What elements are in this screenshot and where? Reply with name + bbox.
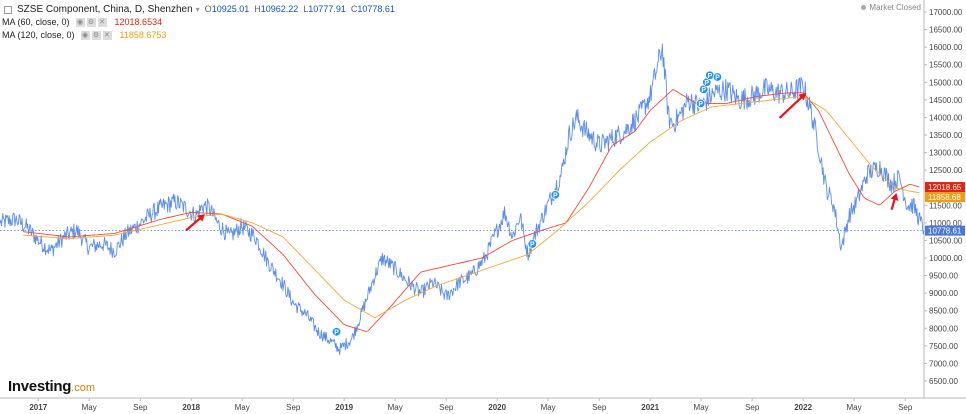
close-icon[interactable]: ✕ bbox=[97, 18, 107, 27]
logo-suffix: .com bbox=[71, 382, 95, 394]
x-tick-label: Sep bbox=[286, 403, 301, 412]
y-tick-label: 16500.00 bbox=[929, 26, 963, 35]
caret-down-icon[interactable]: ▾ bbox=[195, 5, 200, 14]
chart-legend: SZSE Component, China, D, Shenzhen ▾ O10… bbox=[2, 3, 400, 42]
y-tick-label: 14000.00 bbox=[929, 113, 963, 122]
x-tick-label: Sep bbox=[439, 403, 454, 412]
p-marker-label: P bbox=[704, 80, 709, 87]
status-dot-icon bbox=[861, 5, 867, 11]
eye-icon[interactable]: ◉ bbox=[80, 31, 90, 40]
p-marker[interactable] bbox=[695, 98, 706, 109]
y-tick-label: 11000.00 bbox=[929, 219, 962, 228]
y-tick-label: 15000.00 bbox=[929, 78, 963, 87]
y-tick-label: 13500.00 bbox=[929, 131, 963, 140]
x-tick-label: Sep bbox=[592, 403, 607, 412]
red-arrow-shaft bbox=[779, 96, 803, 119]
p-marker-label: P bbox=[553, 192, 558, 199]
y-tick-label: 15500.00 bbox=[929, 61, 963, 70]
x-tick-label: May bbox=[847, 403, 862, 412]
p-marker[interactable] bbox=[712, 72, 723, 82]
p-marker-label: P bbox=[334, 329, 339, 336]
price-label-text: 10778.61 bbox=[928, 227, 962, 236]
price-line[interactable] bbox=[0, 43, 925, 356]
red-arrow-head bbox=[197, 214, 205, 222]
ma120-label: MA (120, close, 0) bbox=[2, 30, 75, 40]
x-tick-label: Sep bbox=[898, 403, 913, 412]
p-marker-label: P bbox=[530, 242, 535, 249]
p-marker[interactable] bbox=[550, 190, 561, 200]
market-status: Market Closed bbox=[861, 3, 921, 12]
legend-ma60: MA (60, close, 0) ◉ ⚙ ✕ 12018.6534 bbox=[2, 16, 400, 29]
ma60-label: MA (60, close, 0) bbox=[2, 17, 70, 27]
settings-icon[interactable]: ⚙ bbox=[86, 18, 96, 27]
price-label-bg bbox=[925, 182, 965, 193]
ma120-value: 11858.6753 bbox=[119, 30, 167, 40]
high-value: H10962.22 bbox=[254, 4, 299, 14]
y-tick-label: 6500.00 bbox=[929, 377, 958, 386]
symbol-title: SZSE Component, China, D, Shenzhen bbox=[17, 4, 193, 15]
p-marker[interactable] bbox=[331, 327, 342, 337]
x-tick-label: 2018 bbox=[182, 403, 200, 412]
y-tick-label: 8000.00 bbox=[929, 324, 958, 333]
x-tick-label: May bbox=[694, 403, 709, 412]
y-tick-label: 7500.00 bbox=[929, 342, 958, 351]
p-marker-label: P bbox=[701, 87, 706, 94]
x-tick-label: 2019 bbox=[335, 403, 353, 412]
p-marker[interactable] bbox=[527, 239, 538, 249]
x-tick-label: May bbox=[541, 403, 556, 412]
y-tick-label: 10500.00 bbox=[929, 236, 963, 245]
y-tick-label: 8500.00 bbox=[929, 307, 958, 316]
open-value: O10925.01 bbox=[204, 4, 250, 14]
x-tick-label: 2021 bbox=[641, 403, 659, 412]
p-marker-label: P bbox=[715, 75, 720, 82]
eye-icon[interactable]: ◉ bbox=[75, 18, 85, 27]
x-tick-label: Sep bbox=[133, 403, 148, 412]
x-tick-label: 2022 bbox=[794, 403, 812, 412]
x-tick-label: Sep bbox=[745, 403, 760, 412]
market-status-text: Market Closed bbox=[869, 3, 921, 12]
p-marker-label: P bbox=[707, 73, 712, 80]
red-arrow-head bbox=[890, 192, 899, 201]
y-tick-label: 16000.00 bbox=[929, 43, 963, 52]
x-tick-label: May bbox=[235, 403, 250, 412]
ma120-buttons: ◉ ⚙ ✕ bbox=[80, 31, 114, 40]
legend-main: SZSE Component, China, D, Shenzhen ▾ O10… bbox=[2, 3, 400, 16]
investing-logo: Investing.com bbox=[8, 378, 95, 395]
logo-name: Investing bbox=[8, 378, 72, 395]
x-tick-label: May bbox=[388, 403, 403, 412]
y-tick-label: 12500.00 bbox=[929, 166, 963, 175]
y-tick-label: 9000.00 bbox=[929, 289, 958, 298]
x-tick-label: 2020 bbox=[488, 403, 506, 412]
collapse-icon[interactable] bbox=[4, 5, 12, 14]
legend-ma120: MA (120, close, 0) ◉ ⚙ ✕ 11858.6753 bbox=[2, 29, 400, 42]
x-tick-label: May bbox=[82, 403, 97, 412]
price-label-text: 11858.68 bbox=[928, 193, 961, 202]
y-tick-label: 9500.00 bbox=[929, 272, 958, 281]
red-arrow-head bbox=[798, 92, 807, 101]
low-value: L10777.91 bbox=[303, 4, 346, 14]
ma60-buttons: ◉ ⚙ ✕ bbox=[75, 18, 109, 27]
ma60-line[interactable] bbox=[22, 88, 920, 332]
x-tick-label: 2017 bbox=[29, 403, 47, 412]
y-tick-label: 10000.00 bbox=[929, 254, 963, 263]
price-label-bg bbox=[925, 192, 965, 203]
settings-icon[interactable]: ⚙ bbox=[91, 31, 101, 40]
ma120-line[interactable] bbox=[22, 95, 920, 319]
ma60-value: 12018.6534 bbox=[114, 17, 163, 27]
red-arrow-shaft bbox=[185, 217, 201, 231]
y-tick-label: 14500.00 bbox=[929, 96, 963, 105]
y-tick-label: 11500.00 bbox=[929, 201, 962, 210]
p-marker-label: P bbox=[698, 101, 703, 108]
y-tick-label: 17000.00 bbox=[929, 8, 963, 17]
price-label-bg bbox=[925, 225, 965, 236]
close-value: C10778.61 bbox=[350, 4, 395, 14]
close-icon[interactable]: ✕ bbox=[102, 31, 112, 40]
red-arrow-shaft bbox=[890, 198, 896, 210]
y-tick-label: 13000.00 bbox=[929, 149, 963, 158]
price-label-text: 12018.65 bbox=[928, 183, 962, 192]
y-tick-label: 7000.00 bbox=[929, 359, 958, 368]
